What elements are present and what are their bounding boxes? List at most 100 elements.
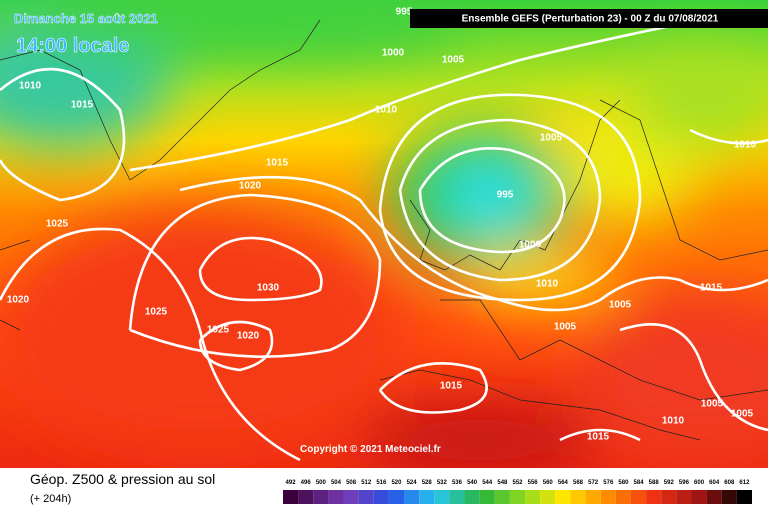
- scale-swatch: [328, 490, 344, 504]
- scale-label: 532: [437, 480, 448, 486]
- isobar-label: 1025: [207, 325, 230, 336]
- scale-swatch: [525, 490, 541, 504]
- isobar-label: 995: [396, 7, 413, 18]
- scale-swatch: [494, 490, 510, 504]
- scale-label: 612: [739, 480, 750, 486]
- scale-swatch: [358, 490, 374, 504]
- isobar-label: 1005: [609, 300, 632, 311]
- scale-label: 560: [543, 480, 554, 486]
- scale-label: 552: [512, 480, 523, 486]
- scale-label: 540: [467, 480, 478, 486]
- scale-swatch: [464, 490, 480, 504]
- isobar-label: 1030: [257, 283, 280, 294]
- scale-swatch: [479, 490, 495, 504]
- scale-swatch: [721, 490, 737, 504]
- scale-swatch: [313, 490, 329, 504]
- isobar-label: 1010: [662, 416, 685, 427]
- isobar-label: 1010: [375, 105, 398, 116]
- footer-title: Géop. Z500 & pression au sol: [30, 471, 215, 487]
- scale-swatch: [646, 490, 662, 504]
- scale-label: 572: [588, 480, 599, 486]
- scale-swatch: [540, 490, 556, 504]
- scale-label: 500: [316, 480, 327, 486]
- local-time: 14:00 locale: [16, 35, 129, 57]
- scale-swatch: [404, 490, 420, 504]
- isobar-label: 1025: [145, 307, 168, 318]
- scale-label: 608: [724, 480, 735, 486]
- isobar-label: 995: [497, 190, 514, 201]
- scale-label: 568: [573, 480, 584, 486]
- scale-label: 592: [664, 480, 675, 486]
- isobar-label: 1025: [46, 219, 69, 230]
- scale-swatch: [706, 490, 722, 504]
- scale-label: 492: [286, 480, 297, 486]
- isobar-label: 1005: [554, 322, 577, 333]
- scale-label: 544: [482, 480, 493, 486]
- isobar-label: 1015: [700, 283, 723, 294]
- copyright: Copyright © 2021 Meteociel.fr: [300, 444, 441, 455]
- isobar-label: 1015: [440, 381, 463, 392]
- scale-label: 512: [361, 480, 372, 486]
- run-info: Ensemble GEFS (Perturbation 23) - 00 Z d…: [462, 14, 719, 25]
- scale-swatch: [388, 490, 405, 504]
- scale-label: 548: [497, 480, 508, 486]
- scale-swatch: [555, 490, 571, 504]
- isobars: [0, 18, 768, 462]
- scale-label: 536: [452, 480, 463, 486]
- scale-label: 600: [694, 480, 705, 486]
- isobar-label: 1010: [536, 279, 559, 290]
- scale-swatch: [509, 490, 526, 504]
- scale-swatch: [615, 490, 631, 504]
- scale-swatch: [449, 490, 465, 504]
- scale-swatch: [630, 490, 647, 504]
- isobar-label: 1005: [540, 133, 563, 144]
- scale-label: 588: [649, 480, 660, 486]
- isobar-label: 1020: [239, 181, 262, 192]
- scale-label: 564: [558, 480, 569, 486]
- scale-swatch: [570, 490, 586, 504]
- scale-swatch: [736, 490, 752, 504]
- scale-swatch: [434, 490, 450, 504]
- scale-swatch: [419, 490, 435, 504]
- scale-label: 596: [679, 480, 690, 486]
- footer-lead: (+ 204h): [30, 493, 71, 505]
- scale-swatch: [373, 490, 389, 504]
- scale-swatch: [691, 490, 707, 504]
- isobar-label: 1010: [19, 81, 42, 92]
- scale-swatch: [661, 490, 677, 504]
- isobar-label: 1015: [71, 100, 94, 111]
- scale-label: 584: [634, 480, 645, 486]
- isobar-label: 1015: [587, 432, 610, 443]
- scale-label: 524: [407, 480, 418, 486]
- isobar-labels: 995 1000 1005 1010 1015 1010 1005 1010 1015 1020 9…: [7, 7, 757, 443]
- isobar-label: 1005: [731, 409, 754, 420]
- date: Dimanche 15 août 2021: [14, 11, 158, 26]
- scale-swatch: [585, 490, 601, 504]
- coastlines: [0, 19, 768, 441]
- scale-label: 520: [391, 480, 402, 486]
- scale-label: 496: [301, 480, 312, 486]
- color-scale: 492 496 500 504 508 512 516 520 524 528 532 536 540 5…: [283, 480, 752, 504]
- isobar-label: 1010: [734, 140, 757, 151]
- scale-swatch: [298, 490, 314, 504]
- scale-label: 576: [603, 480, 614, 486]
- isobar-label: 1020: [7, 295, 30, 306]
- isobar-label: 1000: [382, 48, 405, 59]
- run-banner: [410, 9, 768, 28]
- scale-label: 516: [376, 480, 387, 486]
- isobar-label: 1000: [519, 240, 542, 251]
- scale-swatch: [676, 490, 692, 504]
- isobar-label: 1005: [701, 399, 724, 410]
- scale-swatch: [343, 490, 359, 504]
- isobar-label: 1005: [442, 55, 465, 66]
- scale-label: 508: [346, 480, 357, 486]
- scale-label: 556: [528, 480, 539, 486]
- scale-swatch: [283, 490, 299, 504]
- scale-swatch: [600, 490, 616, 504]
- isobar-label: 1020: [237, 331, 260, 342]
- scale-label: 528: [422, 480, 433, 486]
- isobar-label: 1015: [266, 158, 289, 169]
- scale-label: 604: [709, 480, 720, 486]
